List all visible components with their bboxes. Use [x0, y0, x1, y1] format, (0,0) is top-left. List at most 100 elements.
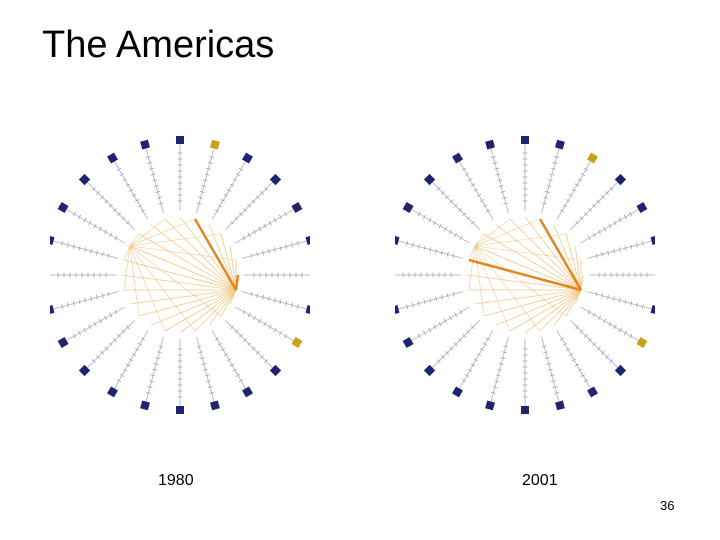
spoke-tick — [438, 321, 442, 327]
spoke-tick — [152, 368, 158, 371]
spoke-tick — [247, 203, 252, 208]
spoke-tick — [104, 229, 108, 235]
link-light — [509, 218, 582, 291]
spoke-tick — [476, 193, 482, 197]
spoke-tick — [117, 333, 122, 338]
spoke-tick — [91, 186, 96, 191]
spoke-tick — [137, 204, 143, 208]
spoke-tick — [235, 373, 241, 377]
spoke-tick — [262, 250, 265, 256]
spoke-tick — [140, 209, 146, 213]
node — [395, 305, 400, 315]
spoke-tick — [108, 203, 113, 208]
spoke-22 — [144, 144, 164, 214]
spoke-tick — [449, 315, 453, 321]
spoke-tick — [546, 362, 552, 365]
spoke-tick — [580, 373, 586, 377]
spoke-tick — [601, 293, 604, 299]
spoke-tick — [199, 357, 205, 360]
spoke-tick — [596, 199, 601, 204]
link-light — [474, 289, 582, 305]
spoke-2 — [569, 179, 621, 231]
spoke-tick — [435, 248, 438, 254]
spoke-tick — [78, 299, 81, 305]
spoke-tick — [255, 195, 260, 200]
spoke-tick — [158, 202, 164, 205]
spoke-tick — [461, 167, 467, 171]
spoke-12 — [489, 336, 509, 406]
spoke-tick — [156, 351, 162, 354]
spoke-tick — [260, 190, 265, 195]
spoke-3 — [235, 207, 298, 244]
node — [305, 305, 310, 315]
spoke-tick — [258, 318, 262, 324]
spoke-12 — [144, 336, 164, 406]
spoke-tick — [250, 291, 253, 297]
spoke-tick — [229, 183, 235, 187]
spoke-tick — [618, 217, 622, 223]
spoke-tick — [149, 380, 155, 383]
link-light — [553, 289, 582, 326]
spoke-tick — [547, 179, 553, 182]
spoke-tick — [412, 242, 414, 248]
spoke-9 — [556, 330, 593, 393]
spoke-tick — [72, 244, 75, 250]
spoke-tick — [198, 196, 204, 199]
spoke-tick — [552, 386, 558, 388]
spoke-tick — [235, 173, 241, 177]
spoke-tick — [125, 325, 130, 330]
spoke-tick — [101, 251, 104, 257]
spoke-tick — [464, 173, 470, 177]
spoke-tick — [623, 214, 627, 220]
spoke-tick — [568, 193, 574, 197]
spoke-tick — [273, 297, 276, 303]
spoke-tick — [500, 190, 506, 193]
spoke-tick — [273, 327, 277, 333]
link-light — [474, 218, 541, 247]
spoke-tick — [423, 299, 426, 305]
spoke-tick — [473, 188, 479, 192]
spoke-tick — [217, 342, 223, 346]
spoke-20 — [84, 179, 136, 231]
spoke-tick — [114, 235, 118, 241]
spoke-tick — [198, 351, 204, 354]
link-light — [129, 245, 237, 291]
spoke-18 — [50, 239, 119, 259]
spoke-tick — [494, 167, 500, 170]
spoke-tick — [597, 229, 601, 235]
spoke-tick — [449, 229, 453, 235]
spoke-14 — [429, 319, 481, 371]
link-light — [483, 289, 582, 317]
node — [176, 136, 184, 144]
spoke-tick — [543, 196, 549, 199]
spoke-tick — [100, 195, 105, 200]
spoke-tick — [88, 220, 92, 226]
spoke-tick — [258, 226, 262, 232]
spoke-tick — [67, 302, 69, 308]
spoke-tick — [116, 167, 122, 171]
spoke-tick — [250, 253, 253, 259]
spoke-tick — [618, 327, 622, 333]
spoke-19 — [62, 207, 125, 244]
spoke-tick — [459, 235, 463, 241]
spoke-tick — [457, 207, 462, 212]
spoke-tick — [131, 353, 137, 357]
spoke-tick — [72, 211, 76, 217]
page-number: 36 — [660, 498, 675, 513]
link-light — [483, 233, 582, 291]
spoke-tick — [588, 338, 593, 343]
spoke-tick — [78, 214, 82, 220]
spoke-tick — [152, 179, 158, 182]
spoke-tick — [128, 358, 134, 362]
spoke-tick — [453, 342, 458, 347]
spoke-tick — [443, 226, 447, 232]
spoke-tick — [145, 156, 151, 159]
spoke-tick — [217, 204, 223, 208]
spoke-tick — [251, 346, 256, 351]
link-light — [138, 233, 237, 291]
spoke-tick — [207, 162, 213, 164]
spoke-tick — [641, 240, 644, 246]
spoke-tick — [601, 251, 604, 257]
spoke-tick — [263, 321, 267, 327]
spoke-tick — [498, 185, 504, 188]
